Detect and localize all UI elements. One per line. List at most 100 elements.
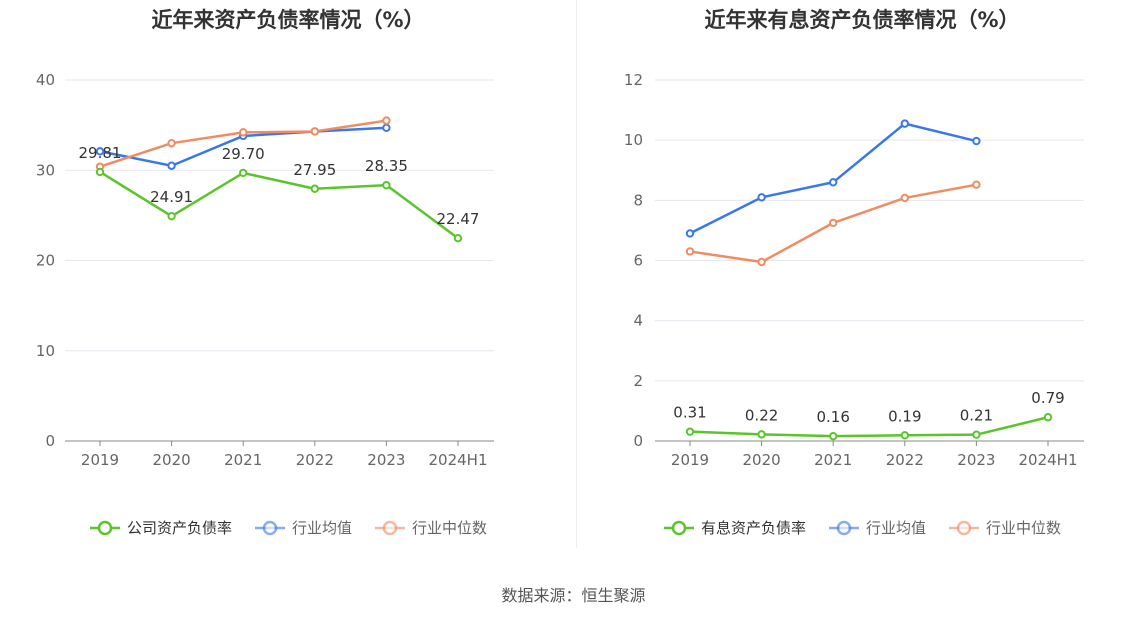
chart-panel-left: 近年来资产负债率情况（%） 0 10 20 30 40 2019 2020 2021 2022 2… <box>0 0 576 560</box>
data-point <box>972 180 981 189</box>
data-point <box>900 193 909 203</box>
data-point <box>310 184 319 193</box>
data-point <box>829 431 838 441</box>
y-tick-label: 20 <box>36 252 55 270</box>
data-point <box>757 257 766 267</box>
y-tick-label: 2 <box>633 372 643 390</box>
data-point <box>900 119 909 128</box>
legend-label: 公司资产负债率 <box>126 519 232 537</box>
legend-swatch-icon <box>949 520 979 535</box>
legend-item[interactable]: 行业均值 <box>254 517 352 538</box>
data-label: 28.35 <box>365 157 408 175</box>
legend-item[interactable]: 行业中位数 <box>374 517 487 538</box>
data-point <box>310 127 319 136</box>
data-point <box>685 427 695 436</box>
legend-item[interactable]: 公司资产负债率 <box>89 517 232 538</box>
x-tick-label: 2020 <box>743 451 781 469</box>
legend-swatch-icon <box>254 520 285 535</box>
data-point <box>382 116 391 125</box>
x-tick-label: 2023 <box>367 451 405 469</box>
data-label: 0.16 <box>816 408 849 426</box>
chart-title: 近年来有息资产负债率情况（%） <box>704 8 1020 32</box>
data-label: 24.91 <box>150 188 193 206</box>
legend-item[interactable]: 行业中位数 <box>948 517 1061 538</box>
legend-marker <box>671 520 687 535</box>
x-tick-label: 2019 <box>671 451 709 469</box>
legend-label: 有息资产负债率 <box>700 519 806 537</box>
data-point <box>757 430 766 439</box>
y-tick-label: 8 <box>633 191 643 209</box>
legend-marker <box>956 520 972 535</box>
x-tick-label: 2023 <box>957 451 995 469</box>
data-label: 29.70 <box>222 145 265 163</box>
data-point <box>239 168 248 178</box>
y-tick-label: 0 <box>45 432 55 450</box>
chart-right: 0 2 4 6 8 10 12 2019 2020 2021 2022 2023 2024H1 0.31 0… <box>624 71 1084 469</box>
chart-legend: 有息资产负债率 行业均值 行业中位数 <box>577 517 1147 538</box>
data-point <box>95 167 105 177</box>
legend-swatch-icon <box>663 520 694 535</box>
series-line <box>99 170 459 240</box>
x-tick-label: 2024H1 <box>1019 451 1078 469</box>
y-tick-label: 6 <box>633 252 643 270</box>
data-point <box>900 431 909 440</box>
legend-item[interactable]: 有息资产负债率 <box>663 517 806 538</box>
y-tick-label: 10 <box>624 131 643 149</box>
data-point <box>167 161 176 170</box>
data-point <box>239 128 248 137</box>
x-tick-label: 2019 <box>81 451 119 469</box>
data-source-note: 数据来源：恒生聚源 <box>501 586 646 605</box>
panel-divider <box>576 0 577 548</box>
chart-left: 0 10 20 30 40 2019 2020 2021 2022 2023 2024H1 29.81… <box>36 71 494 469</box>
data-label: 0.79 <box>1031 389 1064 407</box>
data-label: 0.31 <box>673 404 706 422</box>
data-point <box>382 180 391 190</box>
legend-item[interactable]: 行业均值 <box>828 517 926 538</box>
chart-panel-right: 近年来有息资产负债率情况（%） 0 2 4 6 8 10 12 2019 2020 2021 202… <box>577 0 1147 560</box>
data-point <box>757 193 766 202</box>
chart-legend: 公司资产负债率 行业均值 行业中位数 <box>0 517 576 538</box>
legend-swatch-icon <box>375 520 405 535</box>
legend-swatch-icon <box>828 520 859 535</box>
data-label: 0.19 <box>888 407 921 425</box>
data-label: 29.81 <box>79 144 122 162</box>
x-tick-label: 2022 <box>886 451 924 469</box>
series-line <box>689 416 1049 438</box>
data-point <box>972 430 981 439</box>
legend-marker <box>836 520 852 535</box>
data-point <box>1043 413 1053 422</box>
data-point <box>453 234 463 243</box>
data-point <box>382 123 391 133</box>
data-label: 27.95 <box>293 161 336 179</box>
legend-marker <box>382 520 398 535</box>
data-point <box>829 218 838 228</box>
legend-label: 行业均值 <box>291 519 352 537</box>
y-tick-label: 40 <box>36 71 55 89</box>
x-tick-label: 2022 <box>296 451 334 469</box>
data-point <box>829 178 838 187</box>
y-tick-label: 0 <box>633 432 643 450</box>
y-tick-label: 4 <box>633 312 643 330</box>
legend-label: 行业中位数 <box>986 519 1062 537</box>
data-point <box>972 136 981 146</box>
data-label: 0.21 <box>960 407 993 425</box>
x-tick-label: 2024H1 <box>429 451 488 469</box>
legend-marker <box>262 520 278 535</box>
data-point <box>167 211 176 221</box>
legend-label: 行业中位数 <box>412 519 488 537</box>
data-point <box>685 247 695 256</box>
data-point <box>95 147 105 156</box>
chart-title: 近年来资产负债率情况（%） <box>151 8 425 32</box>
x-tick-label: 2021 <box>814 451 852 469</box>
legend-label: 行业均值 <box>865 519 926 537</box>
data-label: 0.22 <box>745 406 778 424</box>
data-point <box>167 138 176 148</box>
x-tick-label: 2020 <box>153 451 191 469</box>
y-tick-label: 30 <box>36 161 55 179</box>
data-label: 22.47 <box>437 210 480 228</box>
legend-swatch-icon <box>89 520 120 535</box>
data-point <box>685 229 695 238</box>
y-tick-label: 12 <box>624 71 643 89</box>
x-tick-label: 2021 <box>224 451 262 469</box>
legend-marker <box>97 520 113 535</box>
